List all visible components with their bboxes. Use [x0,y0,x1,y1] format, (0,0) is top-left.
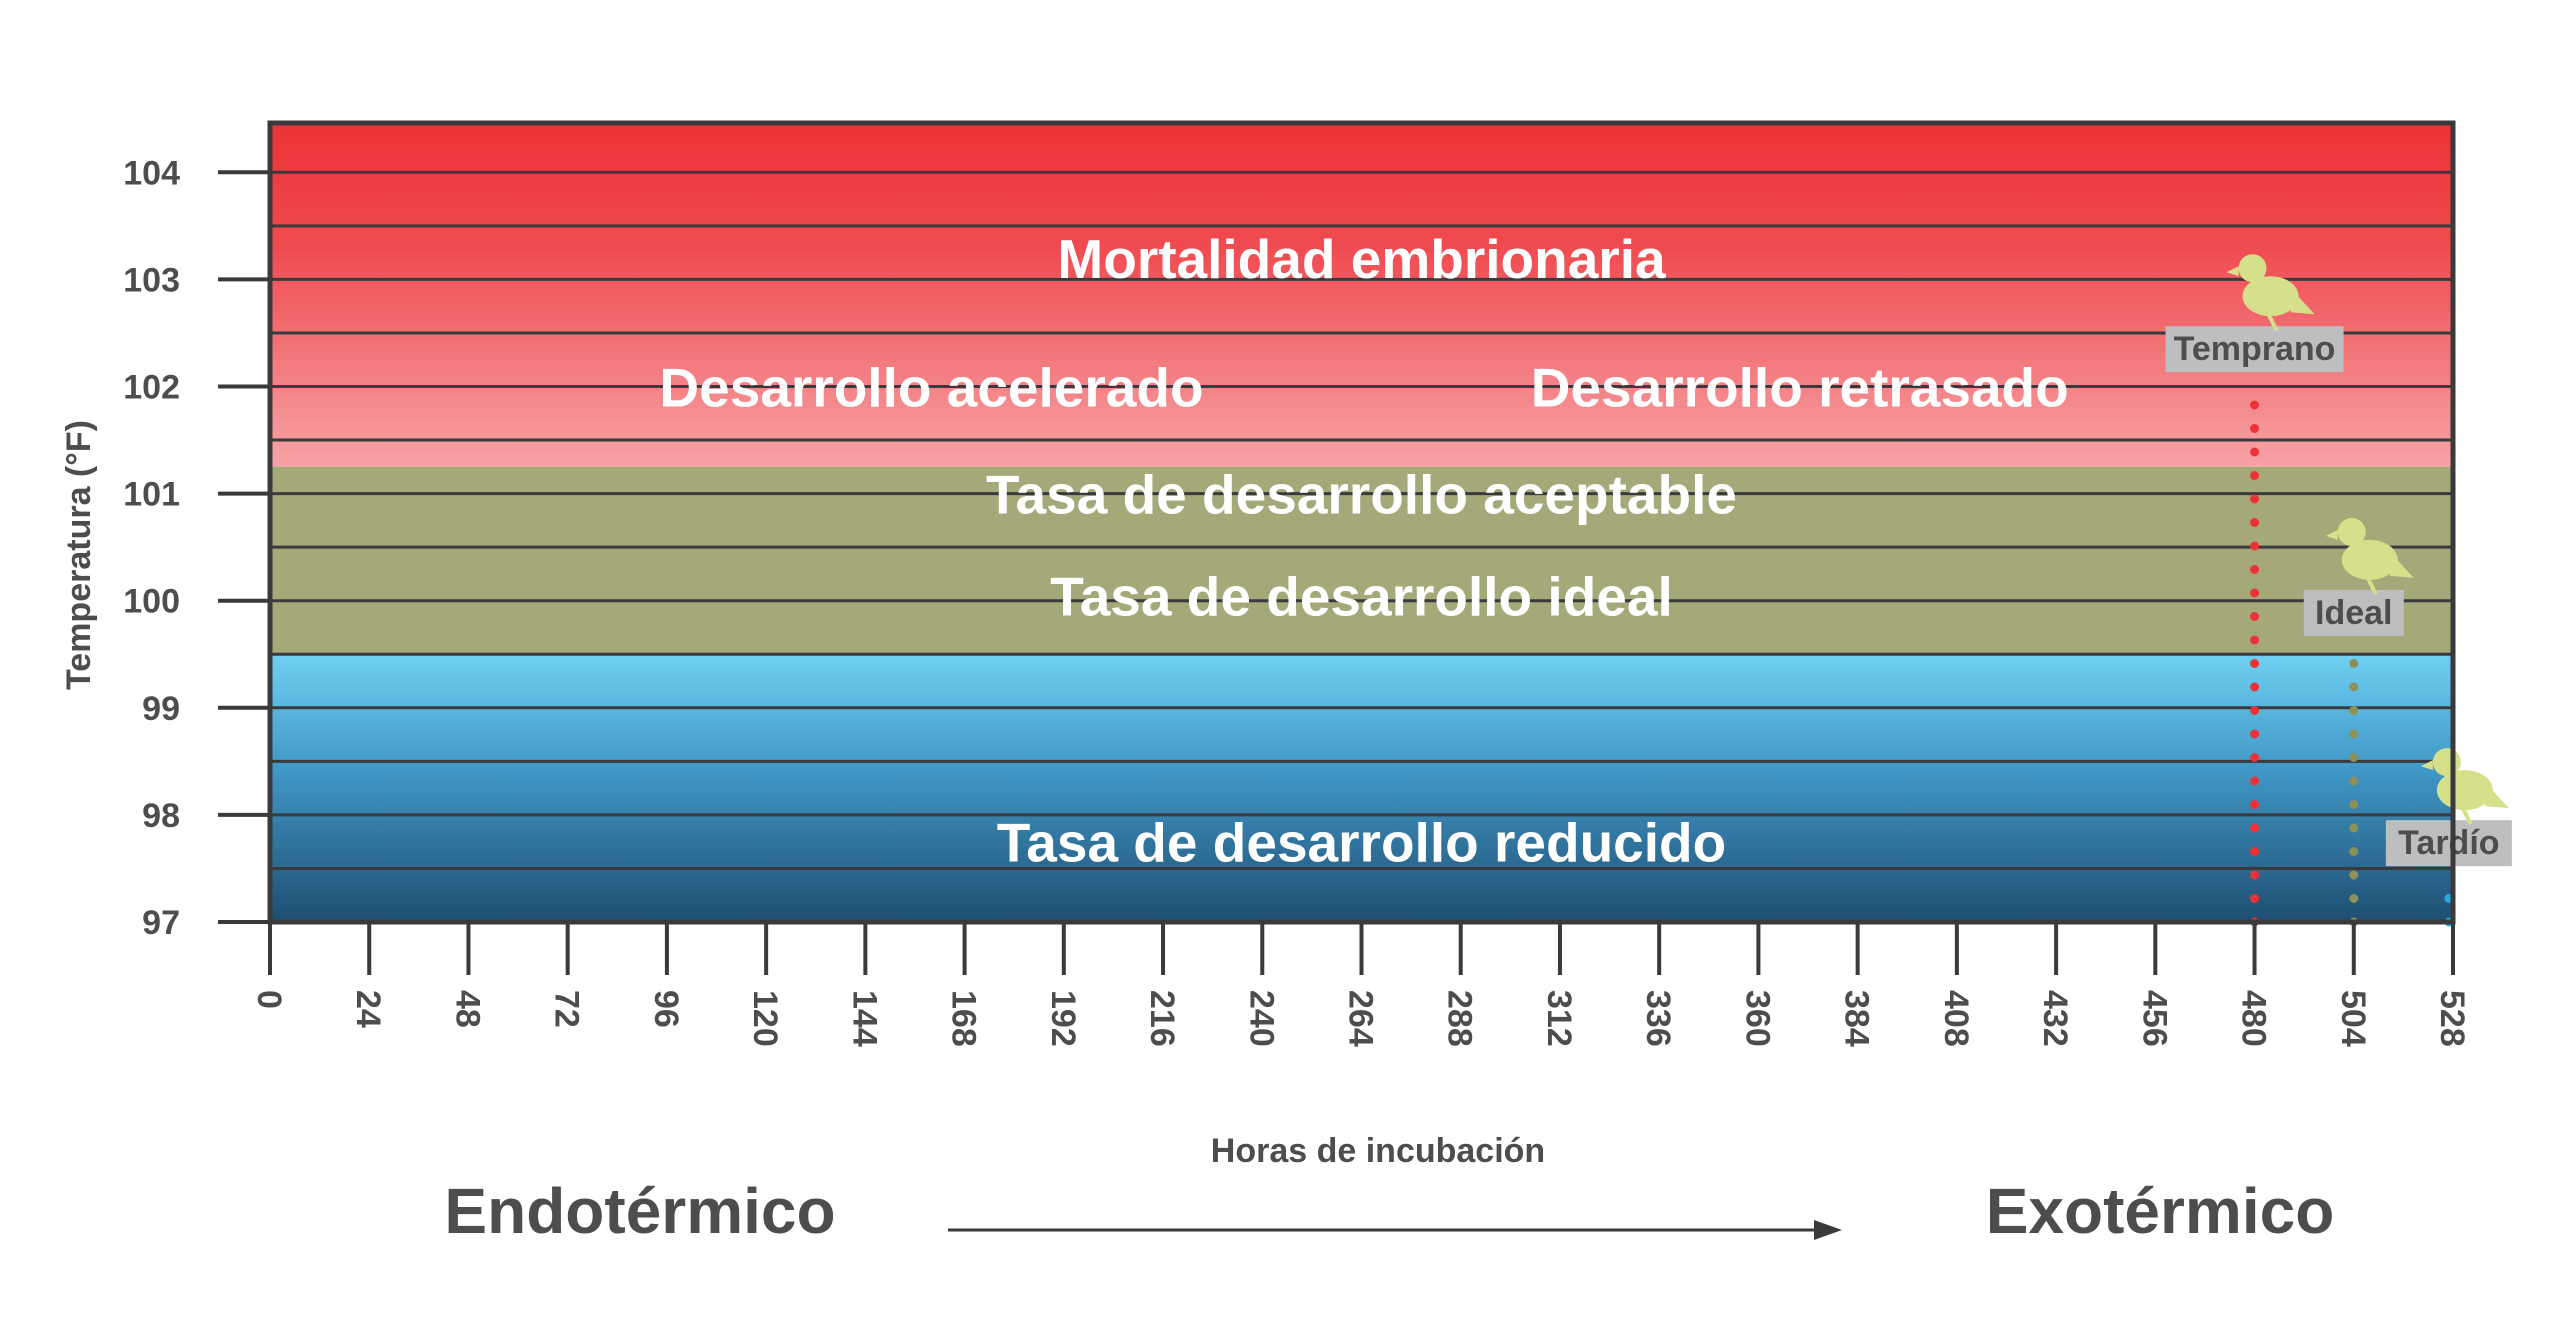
x-tick-label: 312 [1540,990,1578,1047]
chick-head [2238,254,2267,283]
series-tag-0 [2165,326,2344,373]
series-label-0: Temprano [2174,330,2336,368]
y-axis-title: Temperatura (°F) [60,420,98,690]
y-tick-label: 97 [142,904,180,942]
x-tick-label: 360 [1738,990,1776,1047]
chick-leg [2461,807,2473,826]
series-layer: Temprano Ideal Tardío [2165,254,2512,927]
x-tick-label: 216 [1143,990,1181,1047]
x-tick-label: 240 [1242,990,1280,1047]
x-tick-label: 192 [1044,990,1082,1047]
x-tick-label: 120 [746,990,784,1047]
chick-beak [2420,760,2433,771]
x-tick-label: 480 [2235,990,2273,1047]
zone-label-4: Tasa de desarrollo ideal [1050,565,1673,627]
zone-labels-layer: Mortalidad embrionaria Desarrollo acelera… [659,228,2068,874]
series-label-1: Ideal [2315,594,2392,632]
chick-beak [2325,529,2338,540]
x-tick-label: 24 [349,990,387,1028]
chick-tail [2484,784,2509,809]
x-tick-label: 528 [2433,990,2471,1047]
x-tick-label: 144 [845,990,883,1047]
chick-body [2242,276,2299,317]
x-tick-label: 456 [2135,990,2173,1047]
zone-label-5: Tasa de desarrollo reducido [997,812,1726,874]
y-tick-label: 99 [142,690,180,728]
zone-label-2: Desarrollo retrasado [1531,357,2069,419]
x-axis-title: Horas de incubación [1211,1132,1545,1170]
y-tick-label: 101 [123,476,180,514]
x-tick-label: 72 [548,990,586,1028]
series-tag-2 [2385,820,2512,867]
grid-layer [270,170,2453,870]
chick-beak [2226,266,2239,277]
zone-label-1: Desarrollo acelerado [659,357,1203,419]
zone-band-blue [270,654,2453,922]
x-tick-label: 384 [1838,990,1876,1047]
chick-head [2432,748,2461,777]
axes-layer: 97 98 99 100 101 102 103 104 0 24 48 72 96 120 144 168 1… [123,120,2471,1047]
chick-body [2436,770,2493,811]
x-tick-label: 432 [2036,990,2074,1047]
zone-band-olive [270,466,2453,655]
exothermic-label: Exotérmico [1986,1175,2335,1247]
x-tick-label: 288 [1441,990,1479,1047]
zone-label-3: Tasa de desarrollo aceptable [986,464,1737,526]
chick-leg [2266,313,2279,332]
y-tick-label: 102 [123,369,180,407]
zone-band-red [270,123,2453,467]
y-tick-label: 103 [123,261,180,299]
x-tick-label: 168 [945,990,983,1047]
chick-icon-0 [2226,254,2315,332]
series-tag-1 [2303,589,2404,636]
x-tick-label: 504 [2334,990,2372,1047]
zones-layer [270,123,2453,922]
x-tick-label: 48 [448,990,486,1028]
endothermic-label: Endotérmico [444,1175,835,1247]
x-tick-label: 264 [1342,990,1380,1047]
x-tick-label: 408 [1937,990,1975,1047]
x-tick-label: 96 [647,990,685,1028]
y-tick-label: 100 [123,583,180,621]
zone-label-0: Mortalidad embrionaria [1057,228,1666,290]
chick-body [2341,539,2398,580]
chick-icon-1 [2325,517,2414,595]
chick-leg [2365,577,2378,595]
y-tick-label: 104 [123,154,180,192]
chick-head [2337,517,2366,546]
y-tick-label: 98 [142,797,180,835]
x-tick-label: 0 [250,990,288,1009]
chick-tail [2389,553,2414,578]
direction-arrow-head [1814,1220,1842,1240]
chick-tail [2290,290,2315,315]
series-label-2: Tardío [2398,824,2499,862]
x-tick-label: 336 [1639,990,1677,1047]
